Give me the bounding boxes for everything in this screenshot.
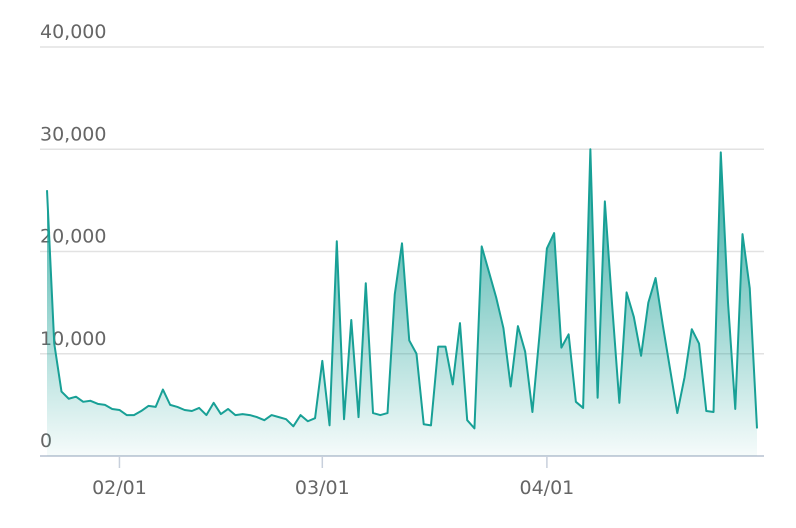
x-tick-label: 02/01 <box>92 477 147 499</box>
y-tick-label: 40,000 <box>40 21 106 43</box>
y-tick-label: 20,000 <box>40 226 106 248</box>
x-tick-label: 04/01 <box>520 477 575 499</box>
line <box>46 148 758 430</box>
area <box>47 149 757 456</box>
x-tick-label: 03/01 <box>295 477 350 499</box>
y-tick-label: 30,000 <box>40 123 106 145</box>
y-tick-label: 10,000 <box>40 328 106 350</box>
